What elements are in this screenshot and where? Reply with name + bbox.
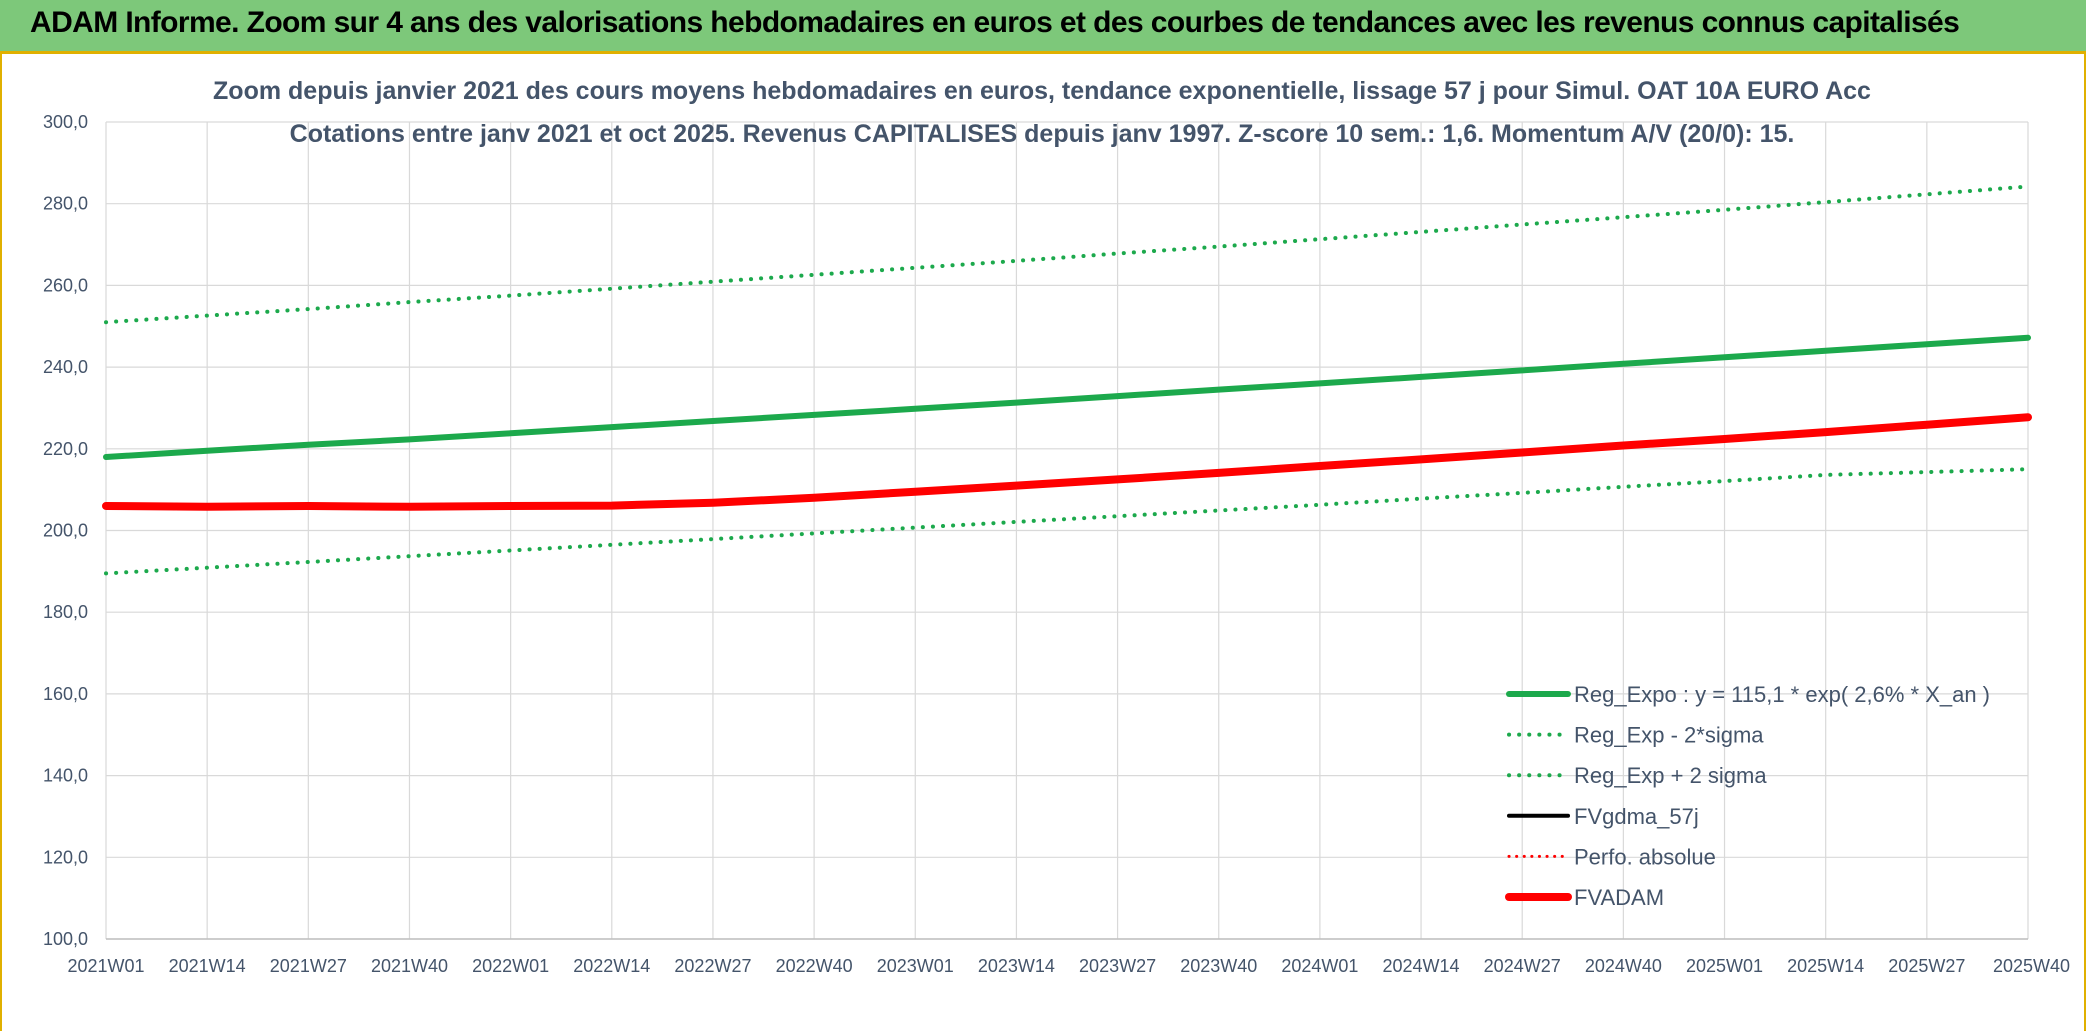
y-tick-label: 120,0 [43,847,88,867]
legend-label: Reg_Expo : y = 115,1 * exp( 2,6% * X_an … [1574,682,1990,707]
y-tick-label: 260,0 [43,275,88,295]
y-tick-label: 200,0 [43,521,88,541]
y-tick-label: 280,0 [43,194,88,214]
x-tick-label: 2023W40 [1180,956,1257,976]
x-tick-label: 2025W14 [1787,956,1864,976]
chart-title-line2: Cotations entre janv 2021 et oct 2025. R… [290,120,1795,148]
x-tick-label: 2022W01 [472,956,549,976]
y-tick-label: 240,0 [43,357,88,377]
y-axis-ticks: 100,0 120,0 140,0 160,0 180,0 200,0 220,0 240,0… [43,112,88,949]
y-tick-label: 160,0 [43,684,88,704]
chart-legend: Reg_Expo : y = 115,1 * exp( 2,6% * X_an … [1505,682,1990,910]
chart-area: Zoom depuis janvier 2021 des cours moyen… [0,54,2086,1031]
x-tick-label: 2024W27 [1484,956,1561,976]
legend-label: Reg_Exp + 2 sigma [1574,763,1767,788]
banner-title: ADAM Informe. Zoom sur 4 ans des valoris… [30,6,1960,39]
x-tick-label: 2022W40 [776,956,853,976]
x-tick-label: 2023W01 [877,956,954,976]
chart-title-line1: Zoom depuis janvier 2021 des cours moyen… [213,77,1871,105]
x-tick-label: 2023W27 [1079,956,1156,976]
x-tick-label: 2024W14 [1383,956,1460,976]
y-tick-label: 100,0 [43,929,88,949]
y-tick-label: 300,0 [43,112,88,132]
x-tick-label: 2021W40 [371,956,448,976]
x-tick-label: 2024W40 [1585,956,1662,976]
y-tick-label: 180,0 [43,602,88,622]
x-tick-label: 2021W14 [169,956,246,976]
x-tick-label: 2025W27 [1888,956,1965,976]
legend-label: FVADAM [1574,885,1664,910]
x-tick-label: 2021W27 [270,956,347,976]
x-tick-label: 2021W01 [67,956,144,976]
x-tick-label: 2023W14 [978,956,1055,976]
chart-series [102,184,2032,576]
y-tick-label: 220,0 [43,439,88,459]
x-tick-label: 2022W14 [573,956,650,976]
legend-label: Reg_Exp - 2*sigma [1574,723,1764,748]
x-tick-label: 2025W01 [1686,956,1763,976]
x-tick-label: 2025W40 [1993,956,2070,976]
x-axis-ticks: 2021W01 2021W14 2021W27 2021W40 2022W01 2022W… [67,956,2070,976]
series-line-2 [104,184,2030,325]
chart-gridlines [105,121,2029,940]
legend-label: FVgdma_57j [1574,804,1699,829]
series-line-5 [102,413,2032,511]
y-tick-label: 140,0 [43,766,88,786]
series-line-1 [104,467,2030,576]
series-line-0 [103,334,2031,460]
line-chart: Zoom depuis janvier 2021 des cours moyen… [43,77,2070,976]
x-tick-label: 2022W27 [674,956,751,976]
report-banner: ADAM Informe. Zoom sur 4 ans des valoris… [0,0,2086,54]
legend-label: Perfo. absolue [1574,844,1716,869]
x-tick-label: 2024W01 [1281,956,1358,976]
